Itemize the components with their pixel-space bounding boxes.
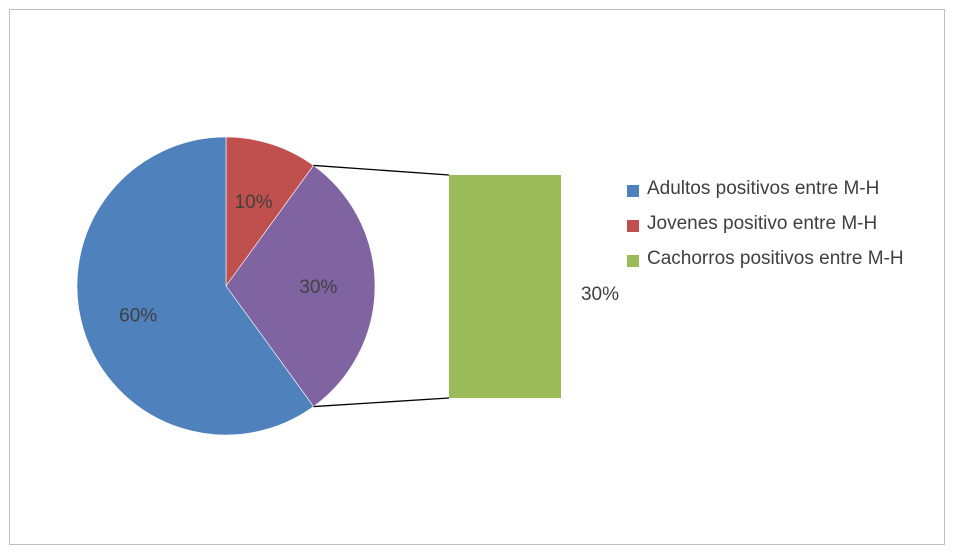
connector-lines (313, 164, 450, 408)
data-labels: 10% 30% 60% 30% (119, 192, 619, 327)
secondary-bar (449, 175, 561, 398)
data-label-adultos: 60% (119, 306, 157, 327)
legend-label-cachorros: Cachorros positivos entre M-H (647, 248, 904, 269)
legend-label-adultos: Adultos positivos entre M-H (647, 178, 880, 199)
legend-item-adultos: Adultos positivos entre M-H (627, 175, 937, 202)
legend: Adultos positivos entre M-H Jovenes posi… (627, 175, 947, 280)
legend-item-cachorros: Cachorros positivos entre M-H (627, 245, 937, 272)
data-label-secondary-bar: 30% (581, 284, 619, 305)
data-label-jovenes: 10% (235, 192, 273, 213)
legend-swatch-cachorros (627, 255, 639, 267)
secondary-bar-segment-cachorros (449, 175, 561, 398)
pie-slice-adultos (76, 136, 314, 436)
connector-line-bottom (313, 397, 450, 408)
pie-slice-jovenes (225, 136, 314, 287)
connector-line-top (313, 164, 450, 176)
legend-label-jovenes: Jovenes positivo entre M-H (647, 213, 878, 234)
pie-slice-cachorros (225, 165, 376, 407)
legend-swatch-adultos (627, 185, 639, 197)
pie-slices (76, 136, 376, 436)
legend-item-jovenes: Jovenes positivo entre M-H (627, 210, 937, 237)
legend-swatch-jovenes (627, 220, 639, 232)
data-label-cachorros: 30% (299, 277, 337, 298)
